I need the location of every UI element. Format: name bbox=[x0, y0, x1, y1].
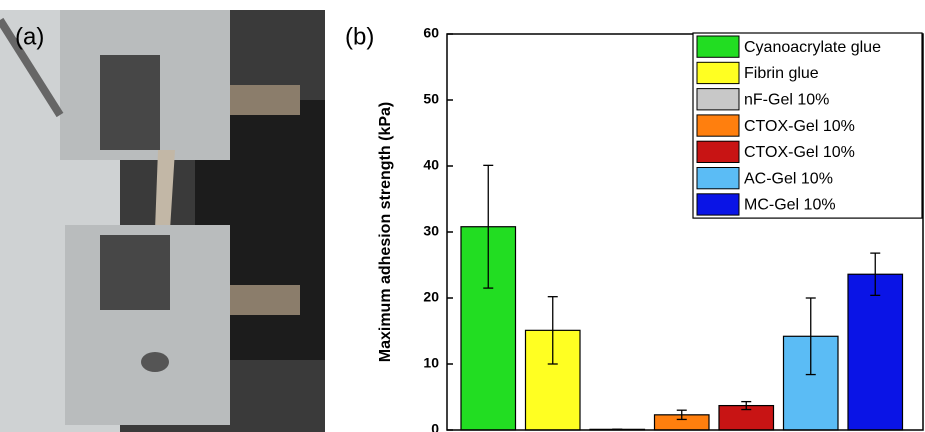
legend-label: CTOX-Gel 10% bbox=[744, 144, 855, 161]
y-tick-label: 20 bbox=[423, 289, 439, 305]
photo-hole bbox=[141, 352, 169, 372]
legend-label: CTOX-Gel 10% bbox=[744, 118, 855, 135]
photo-lower-jaw bbox=[100, 235, 170, 310]
bar bbox=[718, 404, 775, 431]
legend-label: MC-Gel 10% bbox=[744, 197, 836, 214]
y-tick-label: 10 bbox=[423, 355, 439, 371]
bar bbox=[847, 273, 904, 431]
photo-sample bbox=[155, 150, 175, 230]
legend-label: nF-Gel 10% bbox=[744, 91, 829, 108]
photo-upper-jaw bbox=[100, 55, 160, 150]
y-tick-label: 50 bbox=[423, 91, 439, 107]
legend-swatch bbox=[696, 140, 740, 163]
legend-label: Fibrin glue bbox=[744, 65, 819, 82]
panel-label: (a) bbox=[15, 23, 44, 50]
y-tick-label: 40 bbox=[423, 157, 439, 173]
legend-swatch bbox=[696, 35, 740, 58]
photo-upper-screw bbox=[230, 85, 300, 115]
y-tick-label: 30 bbox=[423, 223, 439, 239]
legend-label: Cyanoacrylate glue bbox=[744, 39, 881, 56]
legend-swatch bbox=[696, 61, 740, 85]
panel-label: (b) bbox=[345, 23, 374, 50]
y-axis-label: Maximum adhesion strength (kPa) bbox=[377, 102, 394, 363]
legend-label: AC-Gel 10% bbox=[744, 170, 833, 187]
legend-swatch bbox=[696, 167, 740, 190]
y-tick-label: 0 bbox=[431, 421, 439, 432]
legend-swatch bbox=[696, 88, 740, 111]
y-tick-label: 60 bbox=[423, 25, 439, 41]
photo-rod bbox=[0, 17, 64, 118]
plot-frame bbox=[446, 33, 924, 431]
legend-swatch bbox=[696, 193, 740, 216]
photo-lower-screw bbox=[230, 285, 300, 315]
legend-swatch bbox=[696, 114, 740, 137]
photo: (a) bbox=[0, 10, 325, 432]
